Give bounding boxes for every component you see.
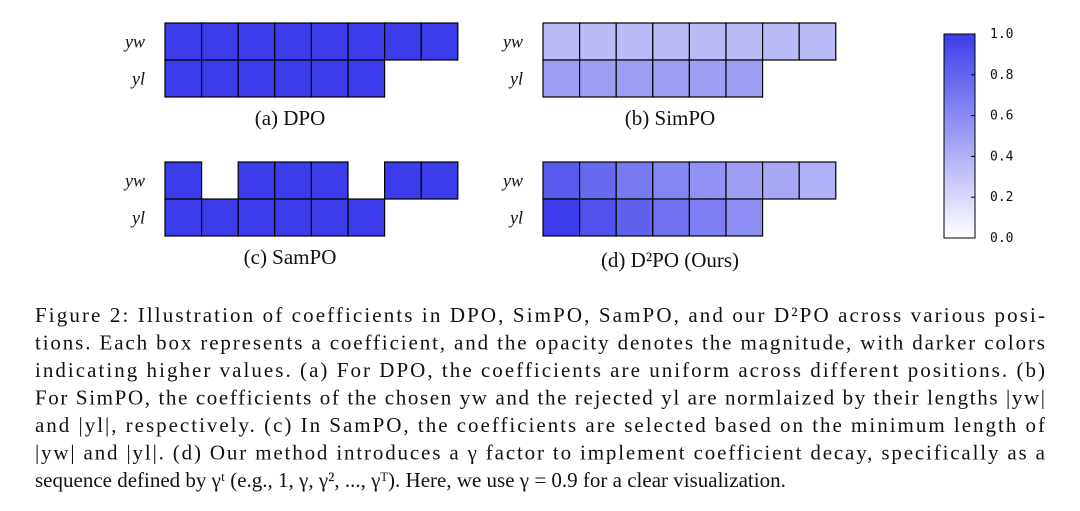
coefficient-box (201, 22, 239, 61)
colorbar-tick-label: 0.2 (990, 190, 1013, 205)
coefficient-box (420, 161, 459, 200)
coefficient-box (652, 59, 690, 98)
caption-line: |yw| and |yl|. (d) Our method introduces… (35, 441, 1046, 465)
coefficient-box (237, 198, 276, 237)
caption-line: sequence defined by γᵗ (e.g., 1, γ, γ², … (35, 468, 786, 492)
coefficient-box (688, 198, 727, 237)
coefficient-box (725, 22, 764, 61)
coefficient-box (274, 22, 312, 61)
coefficient-box (652, 198, 690, 237)
coefficient-box (201, 59, 239, 98)
coefficient-box (310, 161, 349, 200)
caption-line: tions. Each box represents a coefficient… (35, 331, 1045, 355)
coefficient-box (578, 161, 617, 200)
coefficient-box (274, 59, 312, 98)
coefficient-box (615, 198, 654, 237)
coefficient-box (688, 22, 727, 61)
caption-line: Figure 2: Illustration of coefficients i… (35, 303, 1045, 327)
coefficient-box (542, 161, 581, 200)
coefficient-box (237, 161, 276, 200)
panel-label: (d) D²PO (Ours) (601, 248, 739, 272)
panel-label: (c) SamPO (244, 245, 337, 269)
colorbar-tick-label: 0.8 (990, 68, 1013, 83)
coefficient-box (542, 22, 581, 61)
row-label: yl (508, 69, 523, 89)
coefficient-box (578, 198, 617, 237)
coefficient-box (164, 59, 203, 98)
coefficient-box (725, 59, 764, 98)
coefficient-box (578, 22, 617, 61)
row-label: yw (501, 171, 523, 191)
panel-label: (a) DPO (255, 106, 326, 130)
coefficient-box (237, 59, 276, 98)
coefficient-box (615, 161, 654, 200)
coefficient-box (164, 161, 203, 200)
colorbar-tick-label: 0.6 (990, 109, 1013, 124)
coefficient-box (542, 198, 581, 237)
coefficient-box (542, 59, 581, 98)
coefficient-box (420, 22, 459, 61)
coefficient-box (615, 22, 654, 61)
coefficient-box (761, 161, 800, 200)
coefficient-box (310, 198, 349, 237)
coefficient-box (688, 161, 727, 200)
coefficient-box (164, 198, 203, 237)
panel-label: (b) SimPO (625, 106, 715, 130)
coefficient-box (615, 59, 654, 98)
row-label: yw (123, 171, 145, 191)
row-label: yl (130, 208, 145, 228)
coefficient-box (274, 161, 312, 200)
coefficient-box (347, 59, 386, 98)
coefficient-box (164, 22, 203, 61)
coefficient-box (652, 161, 690, 200)
coefficient-box (384, 22, 422, 61)
row-label: yw (501, 32, 523, 52)
coefficient-box (347, 198, 386, 237)
coefficient-box (310, 22, 349, 61)
coefficient-box (725, 198, 764, 237)
colorbar-tick-label: 0.4 (990, 149, 1014, 164)
row-label: yl (130, 69, 145, 89)
coefficient-box (347, 22, 386, 61)
coefficient-box (725, 161, 764, 200)
coefficient-box (201, 198, 239, 237)
row-label: yl (508, 208, 523, 228)
coefficient-box (798, 22, 837, 61)
coefficient-box (274, 198, 312, 237)
coefficient-box (652, 22, 690, 61)
coefficient-box (237, 22, 276, 61)
caption-line: and |yl|, respectively. (c) In SamPO, th… (35, 413, 1045, 437)
coefficient-box (688, 59, 727, 98)
colorbar-tick-label: 1.0 (990, 27, 1013, 42)
colorbar-tick-label: 0.0 (990, 231, 1013, 246)
coefficient-box (578, 59, 617, 98)
coefficient-box (384, 161, 422, 200)
coefficient-box (798, 161, 837, 200)
row-label: yw (123, 32, 145, 52)
colorbar (943, 33, 976, 239)
caption-line: For SimPO, the coefficients of the chose… (35, 386, 1045, 410)
caption-line: indicating higher values. (a) For DPO, t… (35, 358, 1045, 382)
coefficient-box (761, 22, 800, 61)
coefficient-box (310, 59, 349, 98)
